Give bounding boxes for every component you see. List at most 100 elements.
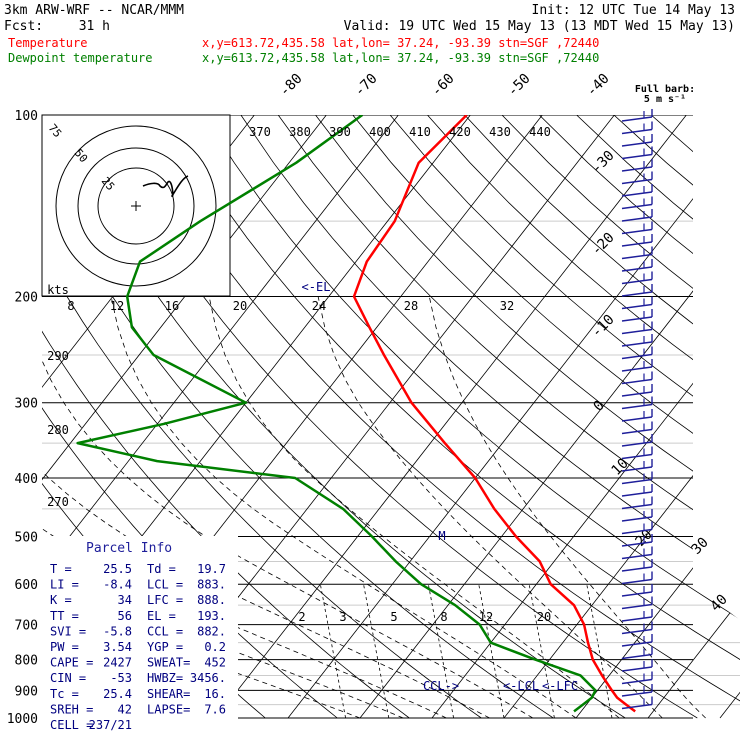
speed-label: 20 [233, 299, 247, 313]
mixing-ratio-label: 3 [339, 610, 346, 624]
parcel-value: 237/21 [89, 718, 132, 732]
wind-barb [622, 222, 652, 234]
parcel-value: 25.4 [103, 687, 132, 701]
wind-barb [622, 122, 652, 134]
wind-barb [622, 147, 652, 159]
init-time: Init: 12 UTC Tue 14 May 13 [532, 3, 736, 18]
wind-barb-staff [622, 492, 652, 496]
wind-barb-staff [622, 292, 652, 296]
isotherm-label: 30 [689, 535, 712, 558]
wind-barb-staff [622, 655, 652, 659]
wind-barb [622, 197, 652, 209]
parcel-value: 888. [197, 593, 226, 607]
parcel-value: 2427 [103, 656, 132, 670]
pressure-label: 900 [15, 684, 38, 699]
wind-barb-staff [622, 192, 652, 196]
wind-barb [622, 259, 652, 271]
isotherm-label: -20 [589, 230, 618, 259]
parcel-value: 882. [197, 624, 226, 638]
wind-barb-staff [622, 667, 652, 671]
speed-label: 24 [312, 299, 326, 313]
level-marker: <-LFC [542, 679, 578, 693]
parcel-value: 56 [118, 609, 132, 623]
wind-barb [622, 484, 652, 496]
parcel-info-title: Parcel Info [86, 541, 172, 556]
parcel-value: SHEAR= [147, 687, 190, 701]
dry-adiabat [241, 115, 740, 718]
wind-barb-staff [622, 230, 652, 234]
theta-label: 270 [47, 495, 69, 509]
isotherm-line [216, 115, 686, 718]
wind-barb-staff [622, 317, 652, 321]
theta-label: 410 [409, 125, 431, 139]
mixing-ratio-label: 8 [440, 610, 447, 624]
wind-barb-staff [622, 342, 652, 346]
parcel-value: -53 [110, 671, 132, 685]
parcel-value: 19.7 [197, 562, 226, 576]
theta-label: 420 [449, 125, 471, 139]
isotherm-line [648, 115, 740, 718]
parcel-value: HWBZ= [147, 671, 183, 685]
parcel-value: 7.6 [204, 702, 226, 716]
dry-adiabat [577, 115, 740, 718]
speed-label: 32 [500, 299, 514, 313]
theta-label: 400 [369, 125, 391, 139]
parcel-value: CAPE = [50, 656, 93, 670]
isotherm-label: -40 [584, 71, 613, 100]
wind-barb [622, 172, 652, 184]
theta-label: 280 [47, 423, 69, 437]
parcel-value: SVI = [50, 624, 86, 638]
mixing-ratio-line [428, 584, 453, 718]
wind-barb-legend: 5 m s⁻¹ [644, 94, 686, 105]
parcel-value: 0.2 [204, 640, 226, 654]
temperature-legend: Temperature [8, 36, 87, 50]
wind-barb-staff [622, 217, 652, 221]
pressure-label: 1000 [7, 712, 38, 727]
dry-adiabat [614, 115, 740, 718]
wind-barb-staff [622, 567, 652, 571]
mixing-ratio-label: 2 [298, 610, 305, 624]
pressure-label: 800 [15, 654, 38, 669]
parcel-value: 452 [204, 656, 226, 670]
pressure-label: 100 [15, 109, 38, 124]
parcel-value: LCL = [147, 578, 183, 592]
mixing-ratio-line [320, 584, 345, 718]
isotherm-line [720, 115, 740, 718]
parcel-value: Td = [147, 562, 176, 576]
wind-barb [622, 272, 652, 284]
wind-barb-staff [622, 180, 652, 184]
wind-barb [622, 234, 652, 246]
isotherm-label: -60 [429, 71, 458, 100]
isotherm-line [504, 115, 740, 718]
wind-barb [622, 447, 652, 459]
pressure-label: 400 [15, 472, 38, 487]
pressure-label: 300 [15, 397, 38, 412]
parcel-value: 3456. [190, 671, 226, 685]
wind-barb [622, 284, 652, 296]
fcst-label: Fcst: [4, 19, 43, 34]
wind-barb-staff [622, 692, 652, 696]
wind-barb [622, 334, 652, 346]
speed-label: 16 [165, 299, 179, 313]
parcel-value: 193. [197, 609, 226, 623]
wind-barb-staff [622, 417, 652, 421]
wind-barb-staff [622, 580, 652, 584]
theta-label: 290 [47, 349, 69, 363]
dry-adiabat [278, 115, 740, 718]
wind-barb-staff [622, 480, 652, 484]
wind-barb [622, 659, 652, 671]
level-marker: <-LCL [503, 679, 539, 693]
isotherm-label: 10 [609, 456, 632, 479]
mixing-ratio-line [529, 584, 554, 718]
wind-barb [622, 647, 652, 659]
dry-adiabat [651, 115, 740, 718]
wind-barb [622, 472, 652, 484]
valid-time: Valid: 19 UTC Wed 15 May 13 (13 MDT Wed … [344, 19, 735, 34]
parcel-value: CCL = [147, 624, 183, 638]
parcel-value: K = [50, 593, 72, 607]
theta-label: 440 [529, 125, 551, 139]
wind-barb [622, 184, 652, 196]
wind-barb-staff [622, 167, 652, 171]
pressure-label: 700 [15, 619, 38, 634]
